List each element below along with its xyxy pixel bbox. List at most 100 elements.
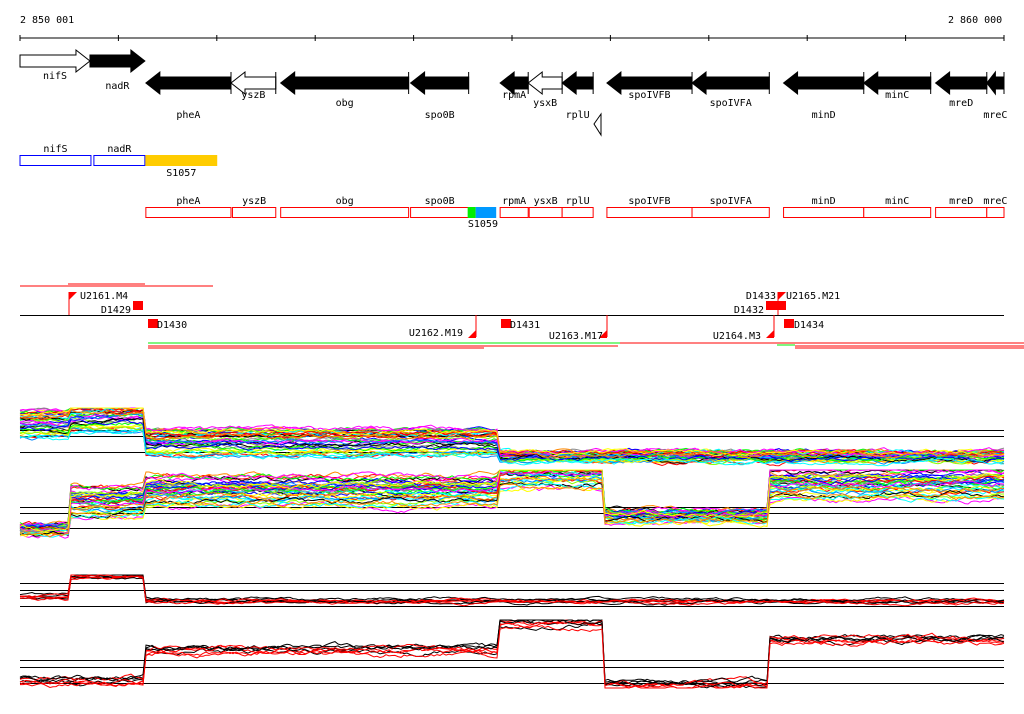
- operon-box-rplU: [561, 207, 594, 218]
- operon-label-spoIVFB: spoIVFB: [628, 196, 670, 207]
- gene-arrow-ysxB: [527, 70, 563, 96]
- gene-arrow-pheA: [145, 70, 232, 96]
- operon-label-minC: minC: [885, 196, 909, 207]
- profile-line: [19, 469, 1005, 533]
- feature-label-D1430: D1430: [157, 320, 187, 331]
- operon-box-obg: [280, 207, 410, 218]
- feature-label-D1431: D1431: [510, 320, 540, 331]
- profile-line: [19, 469, 1005, 534]
- operon-box-mreC: [986, 207, 1005, 218]
- operon-label-rplU: rplU: [566, 196, 590, 207]
- operon-label-minD: minD: [812, 196, 836, 207]
- feature-label-U2165.M21: U2165.M21: [786, 291, 840, 302]
- operon-box-nifS: [19, 155, 92, 166]
- gene-arrow-obg: [279, 70, 410, 96]
- profile-line: [19, 429, 1005, 467]
- ruler-start-label: 2 850 001: [20, 15, 74, 26]
- gene-label-mreD: mreD: [949, 98, 973, 109]
- operon-box-nadR: [93, 155, 146, 166]
- gene-label-nadR: nadR: [105, 81, 130, 92]
- operon-box-S1057: [145, 155, 218, 166]
- operon-label-rpmA: rpmA: [502, 196, 526, 207]
- operon-box-pheA: [145, 207, 232, 218]
- gene-arrow-rplU: [561, 70, 594, 96]
- feature-label-U2164.M3: U2164.M3: [713, 331, 761, 342]
- operon-label-pheA: pheA: [176, 196, 200, 207]
- feature-marker-D1432: [766, 301, 776, 310]
- operon-label-nadR: nadR: [107, 144, 132, 155]
- operon-box-ysxB: [528, 207, 563, 218]
- gene-label-spoIVFA: spoIVFA: [710, 98, 752, 109]
- segment-S1059-blue: [475, 207, 497, 218]
- profile-line: [19, 619, 1005, 689]
- gene-arrow-mreC: [986, 70, 1005, 96]
- profile-line: [19, 619, 1005, 686]
- feature-label-U2162.M19: U2162.M19: [409, 328, 463, 339]
- operon-track-bottom: pheA yszB obg spo0B rpmA ysxB rplU spoIVFB spoIV…: [145, 196, 1007, 230]
- segment-label-S1059: S1059: [468, 219, 498, 230]
- gene-label-rplU: rplU: [566, 110, 590, 121]
- operon-box-minC: [863, 207, 932, 218]
- operon-box-spoIVFB: [606, 207, 693, 218]
- gene-label-spo0B: spo0B: [425, 110, 455, 121]
- feature-flag-icon-U2165.M21: [778, 292, 786, 300]
- gene-arrow-mreD: [934, 70, 988, 96]
- profile-line: [19, 485, 1005, 537]
- profile-line: [19, 621, 1005, 688]
- profile-line: [19, 575, 1005, 607]
- profile-line: [20, 625, 1005, 689]
- operon-box-spo0B: [410, 207, 470, 218]
- feature-flag-icon-U2161.M4: [69, 292, 77, 300]
- gene-arrow-nadR: [89, 48, 146, 74]
- profile-line: [19, 407, 1005, 457]
- feature-flag-icon-U2163.M17: [599, 330, 607, 338]
- profile-line: [19, 622, 1005, 689]
- profile-line: [20, 407, 1005, 457]
- profile-line: [19, 408, 1005, 459]
- gene-arrow-spoIVFB: [606, 70, 693, 96]
- gene-arrow-yszB: [230, 70, 277, 96]
- feature-label-D1432: D1432: [734, 305, 764, 316]
- profile-line: [19, 407, 1005, 457]
- profile-line: [19, 574, 1005, 603]
- operon-label-spoIVFA: spoIVFA: [710, 196, 752, 207]
- profile-line: [19, 483, 1005, 538]
- gene-label-minC: minC: [885, 90, 909, 101]
- profile-line: [19, 469, 1005, 531]
- feature-label-D1433: D1433: [746, 291, 776, 302]
- operon-box-spoIVFA: [691, 207, 770, 218]
- operon-track-top: nifS nadR S1057: [19, 144, 218, 179]
- gene-arrow-spo0B: [409, 70, 470, 96]
- profile-line: [19, 407, 1005, 457]
- operon-label-S1057: S1057: [166, 168, 196, 179]
- coordinate-ruler: [19, 35, 1005, 41]
- segment-S1059-green: [467, 207, 476, 218]
- gene-label-pheA: pheA: [176, 110, 200, 121]
- profile-line: [19, 476, 1005, 534]
- gene-label-yszB: yszB: [241, 90, 265, 101]
- operon-label-mreC: mreC: [983, 196, 1007, 207]
- operon-label-ysxB: ysxB: [534, 196, 558, 207]
- feature-label-D1434: D1434: [794, 320, 824, 331]
- feature-label-U2161.M4: U2161.M4: [80, 291, 128, 302]
- gene-label-mreC: mreC: [983, 110, 1007, 121]
- profile-line: [20, 476, 1005, 534]
- gene-label-ysxB: ysxB: [533, 98, 557, 109]
- feature-marker-D1434: [784, 319, 794, 328]
- operon-box-yszB: [231, 207, 277, 218]
- profile-line: [19, 476, 1005, 535]
- feature-flag-icon-U2162.M19: [468, 330, 476, 338]
- gene-track: nifS nadR pheA yszB obg spo0B rpmA ysxB rplU spoI…: [19, 48, 1007, 121]
- small-gene-triangle-icon: [593, 112, 602, 137]
- operon-label-nifS: nifS: [43, 144, 67, 155]
- gene-arrow-minC: [862, 70, 932, 96]
- gene-arrow-spoIVFA: [691, 70, 770, 96]
- gene-label-minD: minD: [812, 110, 836, 121]
- operon-box-rpmA: [499, 207, 529, 218]
- feature-label-D1429: D1429: [101, 305, 131, 316]
- feature-marker-D1431: [501, 319, 511, 328]
- feature-marker-D1433: [776, 301, 786, 310]
- expression-profiles: [19, 407, 1005, 689]
- gene-arrow-nifS: [19, 48, 91, 74]
